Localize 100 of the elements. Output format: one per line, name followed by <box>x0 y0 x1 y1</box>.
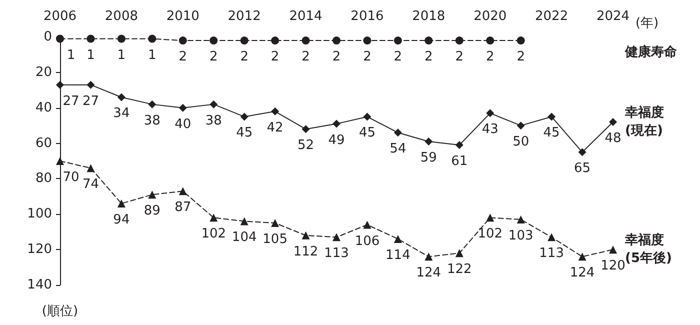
point <box>271 36 280 45</box>
x-tick-label: 2020 <box>474 9 507 24</box>
data-label: 1 <box>86 48 95 63</box>
data-label: 2 <box>302 50 310 65</box>
point <box>240 112 248 121</box>
data-label: 2 <box>209 50 218 65</box>
data-label: 27 <box>62 94 80 109</box>
point <box>86 34 95 43</box>
data-label: 34 <box>113 106 130 122</box>
y-tick-label: 0 <box>44 30 52 44</box>
data-label: 42 <box>266 120 284 136</box>
data-label: 70 <box>62 170 80 185</box>
data-label: 114 <box>386 248 410 263</box>
x-axis-title: (年) <box>635 16 659 31</box>
x-tick-label: 2018 <box>412 9 446 24</box>
x-tick-label: 2006 <box>43 9 77 24</box>
point <box>56 34 64 43</box>
data-label: 1 <box>117 48 126 63</box>
data-label: 2 <box>424 50 433 65</box>
data-label: 2 <box>486 50 494 65</box>
data-label: 2 <box>516 50 525 65</box>
y-tick-label: 80 <box>35 171 52 186</box>
point <box>240 217 248 226</box>
point <box>148 100 156 108</box>
data-label: 124 <box>416 266 442 281</box>
point <box>271 107 280 116</box>
point <box>609 246 617 254</box>
data-label: 49 <box>328 132 345 148</box>
x-tick-label: 2016 <box>350 9 384 24</box>
point <box>394 36 402 45</box>
data-label: 103 <box>508 228 534 244</box>
series-label: 幸福度 (現在) <box>624 104 664 139</box>
data-label: 74 <box>82 177 99 192</box>
point <box>148 34 156 43</box>
x-tick-label: 2008 <box>104 9 138 24</box>
point <box>424 138 433 146</box>
point <box>424 252 433 261</box>
point <box>363 112 372 121</box>
data-label: 40 <box>174 116 192 132</box>
point <box>332 233 340 242</box>
point <box>302 125 310 134</box>
point <box>332 36 340 45</box>
x-tick-label: 2012 <box>228 9 261 24</box>
data-label: 1 <box>148 48 156 63</box>
data-label: 89 <box>144 204 160 219</box>
data-label: 102 <box>201 226 226 242</box>
point <box>486 109 494 118</box>
data-label: 2 <box>363 50 372 65</box>
data-label: 94 <box>113 212 130 228</box>
point <box>178 187 187 196</box>
data-label: 54 <box>390 142 406 157</box>
text: 健康寿命 <box>624 44 678 60</box>
point <box>56 80 64 89</box>
point <box>609 118 617 126</box>
data-label: 45 <box>236 126 253 141</box>
y-tick-label: 100 <box>27 206 52 222</box>
data-label: 27 <box>82 94 99 109</box>
data-label: 48 <box>604 131 622 146</box>
y-tick-label: 20 <box>35 64 52 80</box>
data-label: 122 <box>446 262 472 278</box>
data-label: 113 <box>324 246 349 262</box>
point <box>240 36 248 45</box>
point <box>516 122 525 130</box>
data-label: 43 <box>482 122 498 138</box>
data-label: 102 <box>478 226 503 242</box>
point <box>516 215 525 224</box>
y-axis-title: (順位) <box>42 304 78 319</box>
point <box>455 249 464 258</box>
data-label: 124 <box>570 266 595 281</box>
data-label: 120 <box>600 258 626 274</box>
data-label: 104 <box>232 230 257 246</box>
point <box>302 36 310 45</box>
x-tick-label: 2014 <box>289 9 322 24</box>
point <box>210 36 218 45</box>
data-label: 61 <box>451 154 468 170</box>
point <box>86 80 95 89</box>
x-tick-label: 2010 <box>166 9 200 24</box>
data-label: 38 <box>144 113 160 128</box>
data-label: 65 <box>574 161 591 176</box>
point <box>86 164 95 172</box>
point <box>516 36 525 45</box>
point <box>548 233 556 242</box>
y-tick-label: 120 <box>27 242 52 258</box>
point <box>148 190 156 199</box>
data-label: 2 <box>332 50 341 65</box>
y-tick-label: 140 <box>27 278 52 292</box>
point <box>424 36 433 45</box>
data-label: 113 <box>539 246 564 262</box>
data-label: 1 <box>66 48 76 63</box>
point <box>455 141 464 150</box>
y-tick-label: 40 <box>35 100 52 116</box>
point <box>56 157 64 165</box>
point <box>271 219 280 227</box>
point <box>486 214 494 222</box>
point <box>548 112 556 121</box>
x-tick-label: 2024 <box>596 9 630 24</box>
point <box>578 252 586 261</box>
data-label: 50 <box>512 134 530 150</box>
point <box>178 36 187 45</box>
point <box>117 93 126 102</box>
